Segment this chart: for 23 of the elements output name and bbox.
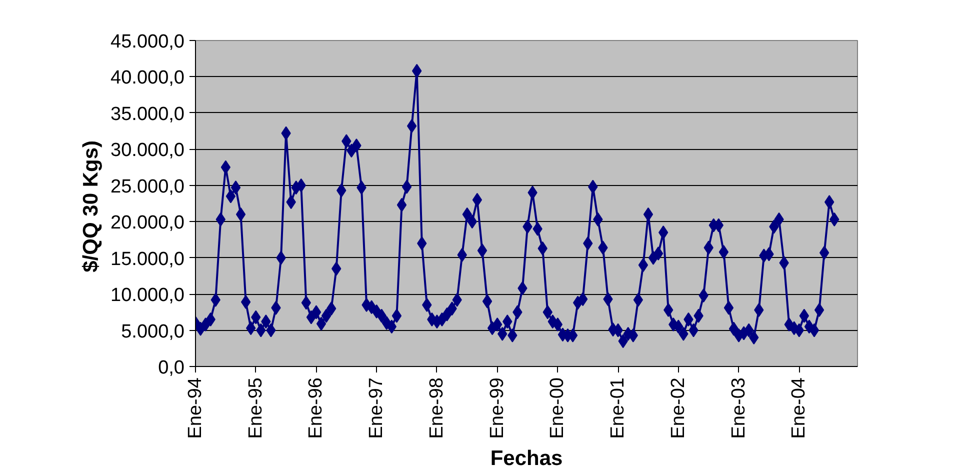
y-tick-label: 30.000,0 bbox=[110, 140, 185, 162]
x-tick-label: Ene-00 bbox=[547, 377, 568, 439]
x-tick-label: Ene-95 bbox=[245, 377, 266, 439]
y-tick-label: 20.000,0 bbox=[110, 212, 185, 234]
x-tick-label: Ene-99 bbox=[486, 377, 508, 439]
x-axis-title: Fechas bbox=[490, 446, 563, 470]
y-tick-label: 10.000,0 bbox=[110, 285, 185, 306]
y-tick-label: 25.000,0 bbox=[110, 176, 185, 198]
x-tick-label: Ene-97 bbox=[366, 377, 388, 439]
y-tick-label: 15.000,0 bbox=[110, 248, 185, 270]
x-tick-label: Ene-94 bbox=[185, 377, 206, 439]
x-tick-label: Ene-96 bbox=[306, 377, 327, 439]
y-tick-label: 45.000,0 bbox=[110, 32, 185, 52]
x-tick-label: Ene-01 bbox=[608, 377, 629, 439]
y-tick-label: 35.000,0 bbox=[110, 104, 185, 125]
x-tick-label: Ene-98 bbox=[426, 377, 448, 439]
x-tick-label: Ene-02 bbox=[668, 377, 689, 439]
x-tick-label: Ene-04 bbox=[788, 377, 810, 439]
y-tick-label: 40.000,0 bbox=[110, 68, 185, 89]
y-tick-label: 0,0 bbox=[158, 358, 185, 378]
x-tick-label: Ene-03 bbox=[728, 377, 750, 439]
y-tick-label: 5.000,0 bbox=[121, 321, 185, 342]
y-axis-title: $/QQ 30 Kgs) bbox=[80, 140, 103, 272]
